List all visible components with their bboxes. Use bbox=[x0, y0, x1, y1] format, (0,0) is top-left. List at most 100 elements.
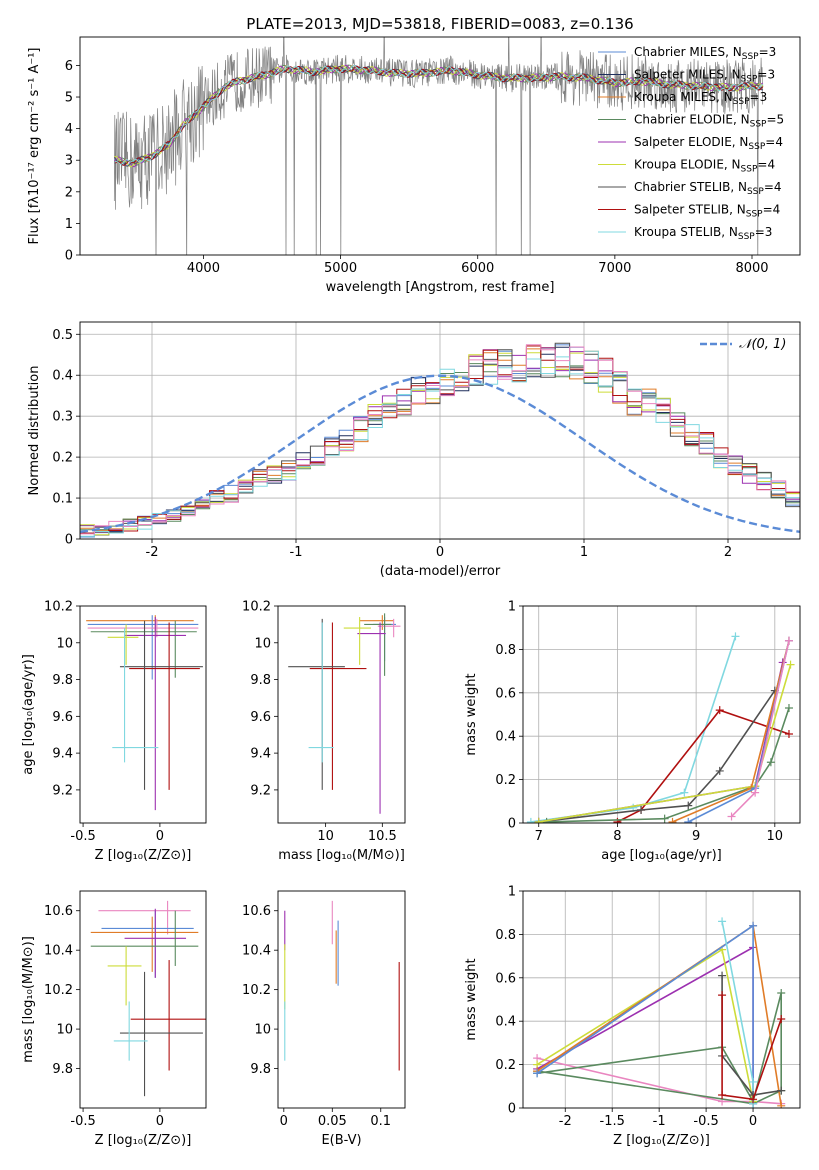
mass_vs_ebv-xtick-label: 0 bbox=[280, 1114, 288, 1129]
weight-series bbox=[536, 946, 754, 1104]
mass_vs_z-ytick-label: 10.2 bbox=[44, 983, 73, 998]
errorbar-point bbox=[107, 624, 139, 665]
spectrum-panel: 4000 5000 6000 7000 8000 0 1 2 3 4 5 6 wavelength [A… bbox=[27, 36, 801, 295]
errorbar-point bbox=[98, 900, 191, 935]
weight-marker bbox=[660, 814, 669, 823]
mass_vs_z-frame bbox=[79, 890, 207, 1109]
legend-entry: Salpeter MILES, NSSP=3 bbox=[634, 68, 775, 85]
legend-suffix: =3 bbox=[755, 225, 773, 239]
weight-series bbox=[536, 924, 754, 1104]
legend-label: Kroupa MILES, N bbox=[634, 90, 733, 104]
mass_vs_ebv-xtick-label: 0.05 bbox=[318, 1114, 347, 1129]
errorbar-point bbox=[119, 620, 203, 790]
weight_vs_z-xtick-label: -1.5 bbox=[600, 1114, 625, 1129]
weight-marker bbox=[786, 660, 795, 669]
weight_vs_age-ylabel: mass weight bbox=[464, 673, 479, 755]
spectrum-ytick-label: 5 bbox=[65, 91, 73, 106]
weight-marker bbox=[777, 988, 786, 997]
legend-entry: Kroupa MILES, NSSP=3 bbox=[634, 90, 767, 107]
weight_vs_z-ytick-label: 0.4 bbox=[495, 1015, 516, 1030]
legend-subscript: SSP bbox=[747, 187, 764, 197]
weight_vs_age-ytick-label: 0.6 bbox=[495, 686, 516, 701]
weight-marker bbox=[777, 1101, 786, 1108]
mass_vs_ebv-ytick-label: 9.8 bbox=[250, 1062, 271, 1077]
legend-subscript: SSP bbox=[733, 97, 750, 107]
weight-marker bbox=[542, 817, 551, 823]
weight-marker bbox=[718, 991, 727, 1000]
weight_vs_age-ytick-label: 0.4 bbox=[495, 730, 516, 745]
spectrum-ytick-label: 2 bbox=[65, 185, 73, 200]
legend-label: Kroupa ELODIE, N bbox=[634, 158, 741, 172]
figure-title: PLATE=2013, MJD=53818, FIBERID=0083, z=0… bbox=[246, 15, 633, 33]
mass_vs_z-ylabel: mass [log₁₀(M/M⊙)] bbox=[21, 936, 36, 1063]
errorbar-point bbox=[377, 618, 401, 638]
mass_vs_ebv-plot-area bbox=[284, 900, 400, 1071]
weight_vs_age-xlabel: age [log₁₀(age/yr)] bbox=[601, 848, 722, 863]
age_vs_z-plot-area bbox=[86, 615, 203, 811]
weight_vs_z-xtick-label: -2 bbox=[559, 1114, 572, 1129]
age_vs_z-ytick-label: 10.2 bbox=[44, 600, 73, 615]
spectrum-ytick-label: 1 bbox=[65, 217, 73, 232]
errorbar-point bbox=[112, 628, 159, 763]
legend-suffix: =4 bbox=[764, 180, 782, 194]
spectrum-ytick-label: 6 bbox=[65, 59, 73, 74]
weight-marker bbox=[680, 788, 689, 797]
spectrum-plot-area bbox=[113, 37, 764, 255]
residuals-xtick-label: 0 bbox=[436, 545, 444, 560]
weight-marker bbox=[533, 1069, 542, 1078]
spectrum-xlabel: wavelength [Angstrom, rest frame] bbox=[326, 280, 555, 295]
weight_vs_z-frame bbox=[522, 890, 801, 1109]
age_vs_z-ytick-label: 9.8 bbox=[52, 673, 73, 688]
weight_vs_z-ytick-label: 1 bbox=[508, 885, 516, 900]
mass_vs_z-ytick-label: 9.8 bbox=[52, 1062, 73, 1077]
residuals-ytick-label: 0.2 bbox=[52, 451, 73, 466]
errorbar-point bbox=[364, 613, 392, 676]
legend-subscript: SSP bbox=[741, 165, 758, 175]
histogram-series bbox=[80, 350, 800, 539]
residuals-ytick-label: 0.4 bbox=[52, 369, 73, 384]
weight-marker bbox=[637, 805, 646, 814]
legend-label: Salpeter STELIB, N bbox=[634, 203, 746, 217]
weight_vs_age-ytick-label: 0 bbox=[508, 817, 516, 832]
weight_vs_age-ytick-label: 0.8 bbox=[495, 643, 516, 658]
model-spectrum bbox=[114, 65, 764, 165]
legend-subscript: SSP bbox=[741, 75, 758, 85]
legend-suffix: =3 bbox=[757, 68, 775, 82]
errorbar-point bbox=[309, 622, 367, 790]
weight-marker bbox=[684, 817, 693, 823]
age_vs_z-panel: -0.5 0 9.2 9.4 9.6 9.8 10 10.2 Z [log₁₀(Z/Z⊙)] ag… bbox=[21, 600, 207, 863]
spectrum-xtick-label: 5000 bbox=[324, 261, 357, 276]
residuals-ylabel: Normed distribution bbox=[27, 366, 42, 496]
mass_vs_ebv-frame bbox=[277, 890, 406, 1109]
legend-suffix: =3 bbox=[750, 90, 768, 104]
weight_vs_z-ytick-label: 0.6 bbox=[495, 971, 516, 986]
weight-marker bbox=[526, 817, 535, 823]
weight-marker bbox=[751, 788, 760, 797]
observed-spectrum bbox=[113, 37, 764, 255]
mass_vs_ebv-xlabel: E(B-V) bbox=[321, 1133, 361, 1148]
weight-marker bbox=[718, 917, 727, 926]
legend-suffix: =4 bbox=[763, 203, 781, 217]
weight-marker bbox=[766, 758, 775, 767]
weight_vs_age-ytick-label: 0.2 bbox=[495, 773, 516, 788]
weight-marker bbox=[715, 706, 724, 715]
weight_vs_z-xtick-label: -1 bbox=[653, 1114, 666, 1129]
weight-series bbox=[536, 948, 754, 1102]
residuals-ytick-label: 0 bbox=[65, 533, 73, 548]
errorbar-point bbox=[357, 622, 386, 814]
weight-marker bbox=[668, 817, 677, 823]
weight-series bbox=[721, 995, 782, 1101]
errorbar-point bbox=[129, 622, 200, 790]
mass_vs_ebv-panel: 0 0.05 0.1 9.8 10 10.2 10.4 10.6 E(B-V) bbox=[242, 890, 406, 1148]
weight-marker bbox=[777, 1015, 786, 1024]
weight-series bbox=[730, 640, 790, 818]
mass_vs_z-panel: -0.5 0 9.8 10 10.2 10.4 10.6 Z [log₁₀(Z/Z⊙)] mas… bbox=[21, 890, 207, 1148]
weight-marker bbox=[534, 817, 543, 823]
mass_vs_ebv-xtick-label: 0.1 bbox=[370, 1114, 391, 1129]
mass_vs_z-ytick-label: 10.4 bbox=[44, 944, 73, 959]
errorbar-point bbox=[119, 971, 203, 1097]
age_vs_mass-xlabel: mass [log₁₀(M/M⊙)] bbox=[278, 848, 405, 863]
weight-marker bbox=[718, 971, 727, 980]
errorbar-point bbox=[288, 618, 345, 790]
